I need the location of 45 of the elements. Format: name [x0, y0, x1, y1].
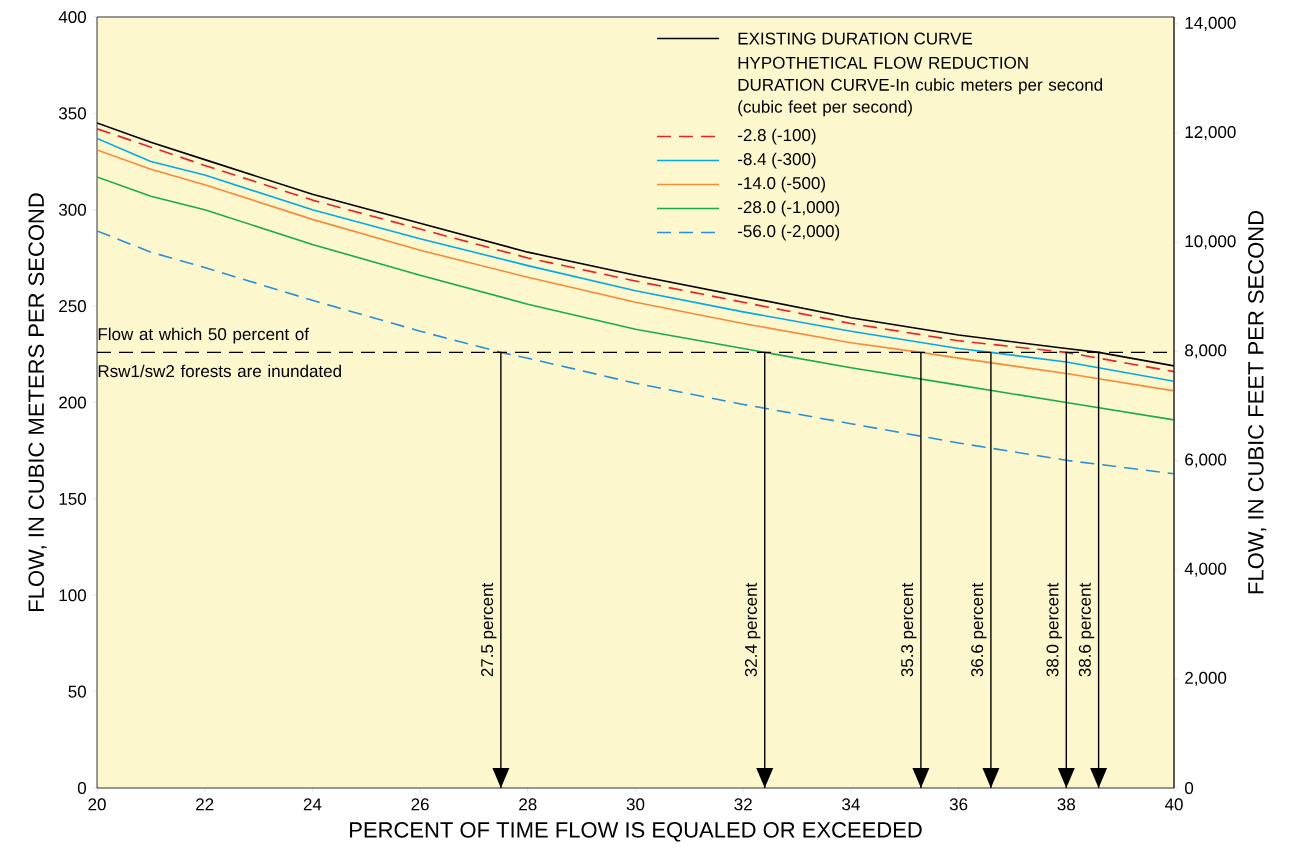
- legend-label: -14.0 (-500): [738, 176, 825, 193]
- x-tick-label: 32: [734, 798, 752, 811]
- ref-line-label: 38.0 percent: [1046, 582, 1062, 677]
- x-tick-label: 20: [88, 798, 106, 811]
- x-tick-label: 30: [626, 798, 645, 811]
- y2-tick-label: 2,000: [1185, 671, 1227, 686]
- y2-tick-label: 14,000: [1185, 16, 1236, 31]
- ref-line-label: 32.4 percent: [744, 582, 761, 677]
- x-tick-label: 36: [949, 798, 968, 811]
- y-tick-label: 400: [58, 10, 87, 24]
- x-tick-label: 22: [196, 798, 214, 811]
- y2-tick-label: 8,000: [1185, 344, 1227, 359]
- y2-tick-label: 12,000: [1185, 126, 1236, 141]
- x-tick-label: 38: [1057, 798, 1076, 811]
- x-tick-label: 26: [411, 798, 429, 811]
- x-tick-label: 28: [519, 798, 537, 811]
- y2-tick-label: 0: [1185, 781, 1194, 795]
- ref-line-label: 38.6 percent: [1078, 582, 1095, 677]
- ref-line-label: 36.6 percent: [971, 582, 987, 677]
- y-tick-label: 300: [58, 203, 87, 216]
- x-tick-label: 24: [303, 798, 322, 811]
- legend-label: EXISTING DURATION CURVE: [738, 32, 973, 45]
- x-axis-title: PERCENT OF TIME FLOW IS EQUALED OR EXCEEDED: [350, 822, 922, 842]
- text: Flow at which 50 percent of Rsw1/sw2 forests are inundated: [98, 327, 341, 378]
- y2-axis-title: FLOW, IN CUBIC FEET PER SECOND: [1248, 211, 1267, 594]
- y-tick-label: 350: [58, 107, 87, 120]
- y-tick-label: 100: [59, 589, 87, 602]
- y2-tick-label: 4,000: [1184, 562, 1227, 577]
- y2-tick-label: 6,000: [1185, 453, 1227, 468]
- y2-tick-label: 10,000: [1185, 235, 1236, 250]
- y-tick-label: 250: [59, 300, 87, 313]
- legend-title: HYPOTHETICAL FLOW REDUCTION DURATION CURVE-In cubic meters per second (cubic feet per second): [738, 56, 1103, 117]
- ref-line-label: 35.3 percent: [901, 582, 917, 677]
- x-tick-label: 40: [1164, 798, 1183, 811]
- y-tick-label: 150: [59, 492, 87, 505]
- y-axis-title: FLOW, IN CUBIC METERS PER SECOND: [28, 193, 47, 611]
- ref-line-label: 27.5 percent: [481, 582, 497, 677]
- legend-label: -28.0 (-1,000): [738, 200, 840, 217]
- legend-label: -8.4 (-300): [738, 152, 816, 169]
- y-tick-label: 0: [77, 781, 87, 795]
- x-tick-label: 34: [842, 798, 860, 811]
- legend-label: -2.8 (-100): [738, 128, 816, 145]
- y-tick-label: 50: [68, 685, 87, 698]
- legend-label: -56.0 (-2,000): [738, 224, 840, 241]
- y-tick-label: 200: [59, 396, 87, 409]
